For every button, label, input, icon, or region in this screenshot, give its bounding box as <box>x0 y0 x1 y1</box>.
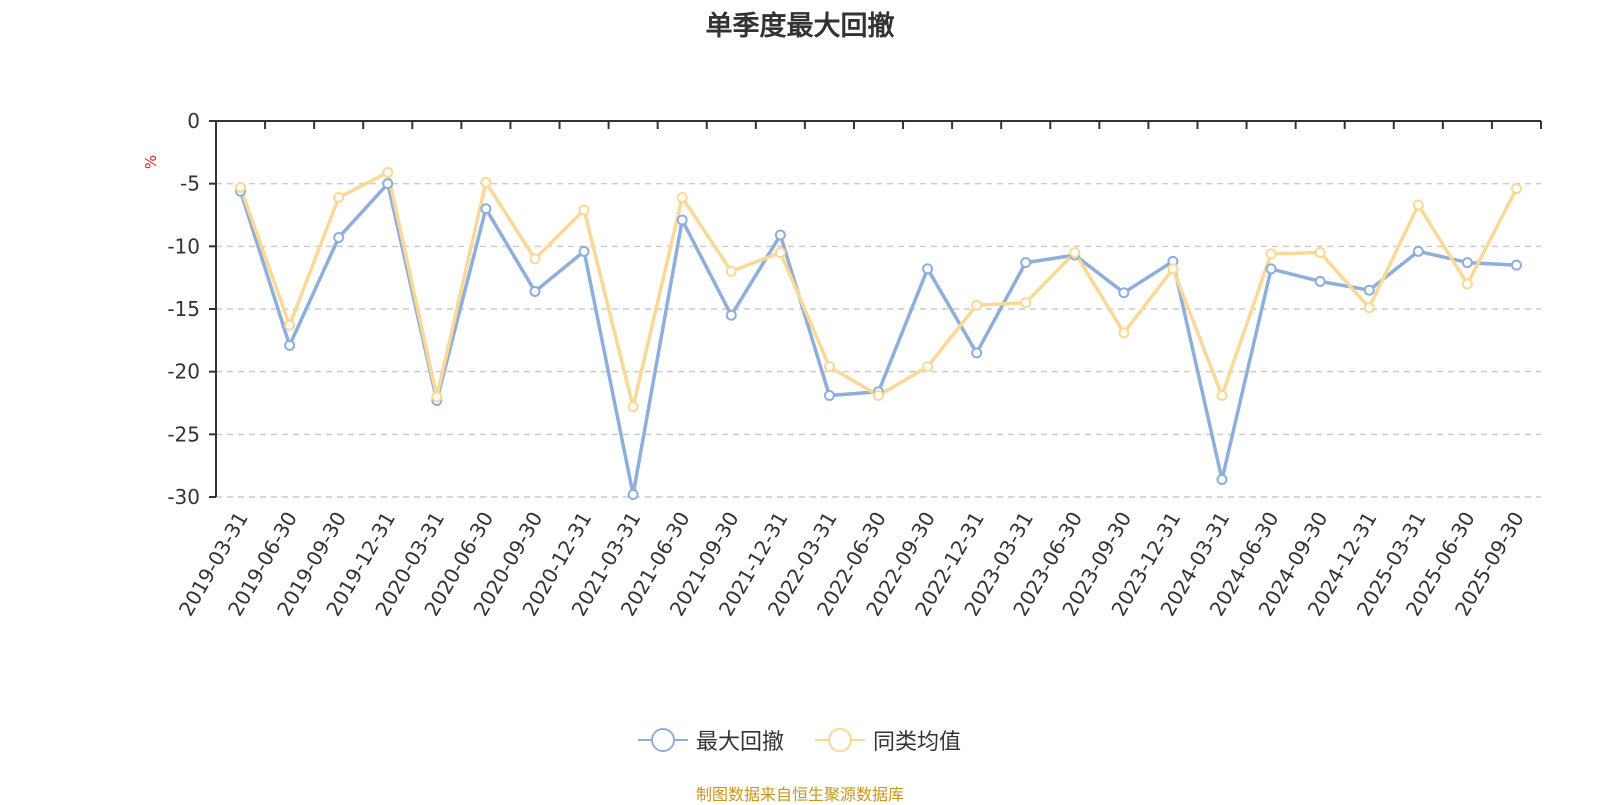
y-tick-label: -10 <box>167 234 200 258</box>
grid-lines <box>216 182 1541 498</box>
series-1-point <box>627 488 639 500</box>
series-1-point <box>1118 287 1130 299</box>
series-1-point <box>1020 257 1032 269</box>
series-1-point <box>971 347 983 359</box>
series-2-point <box>1069 247 1081 259</box>
series-1-point <box>529 285 541 297</box>
y-tick-label: -15 <box>167 297 200 321</box>
series-2-point <box>382 166 394 178</box>
series-1-point <box>774 229 786 241</box>
series-2-point <box>774 247 786 259</box>
series-2-point <box>1020 297 1032 309</box>
y-axis-label: % <box>142 155 160 169</box>
series-line-1 <box>238 181 1517 497</box>
series-1-point <box>1314 275 1326 287</box>
series-1-point <box>1412 245 1424 257</box>
series-2-point <box>1216 389 1228 401</box>
series-lines <box>235 166 1522 500</box>
series-2-point <box>480 176 492 188</box>
series-1-point <box>676 214 688 226</box>
series-2-point <box>578 204 590 216</box>
axes <box>209 120 1542 498</box>
series-1-point <box>284 339 296 351</box>
series-2-point <box>676 191 688 203</box>
series-2-point <box>333 191 345 203</box>
series-1-point <box>382 178 394 190</box>
series-2-point <box>627 401 639 413</box>
series-2-point <box>971 299 983 311</box>
series-1-point <box>823 389 835 401</box>
series-2-point <box>284 319 296 331</box>
legend-marker-icon <box>638 725 688 755</box>
series-2-point <box>1118 327 1130 339</box>
series-1-point <box>578 245 590 257</box>
series-1-point <box>1216 473 1228 485</box>
series-1-point <box>333 232 345 244</box>
legend-marker-icon <box>815 725 865 755</box>
series-2-point <box>1461 278 1473 290</box>
series-1-point <box>1265 263 1277 275</box>
series-2-point <box>725 265 737 277</box>
axis-labels: 0-5-10-15-20-25-302019-03-312019-06-3020… <box>142 109 1529 620</box>
y-tick-label: -30 <box>167 485 200 509</box>
series-2-point <box>1363 302 1375 314</box>
y-tick-label: 0 <box>187 109 200 133</box>
series-1-point <box>922 263 934 275</box>
source-note: 制图数据来自恒生聚源数据库 <box>695 785 904 804</box>
legend: 最大回撤 同类均值 <box>0 722 1600 758</box>
series-2-point <box>1510 183 1522 195</box>
legend-item-max-drawdown[interactable]: 最大回撤 <box>638 722 784 758</box>
series-2-point <box>431 391 443 403</box>
series-2-point <box>1265 248 1277 260</box>
legend-label: 同类均值 <box>873 730 962 755</box>
series-1-point <box>480 203 492 215</box>
series-2-point <box>1167 263 1179 275</box>
series-1-point <box>725 309 737 321</box>
series-1-point <box>1363 284 1375 296</box>
legend-item-peer-average[interactable]: 同类均值 <box>815 722 961 758</box>
series-2-point <box>823 361 835 373</box>
series-2-point <box>529 253 541 265</box>
series-2-point <box>235 181 247 193</box>
series-2-point <box>873 389 884 401</box>
chart-title: 单季度最大回撤 <box>705 11 895 42</box>
y-tick-label: -5 <box>180 172 200 196</box>
series-1-point <box>1461 257 1473 269</box>
y-tick-label: -20 <box>167 360 200 384</box>
series-2-point <box>1314 247 1326 259</box>
series-2-point <box>922 361 934 373</box>
legend-label: 最大回撤 <box>696 730 785 755</box>
series-2-point <box>1412 199 1424 211</box>
series-1-point <box>1510 259 1522 271</box>
y-tick-label: -25 <box>167 422 200 446</box>
